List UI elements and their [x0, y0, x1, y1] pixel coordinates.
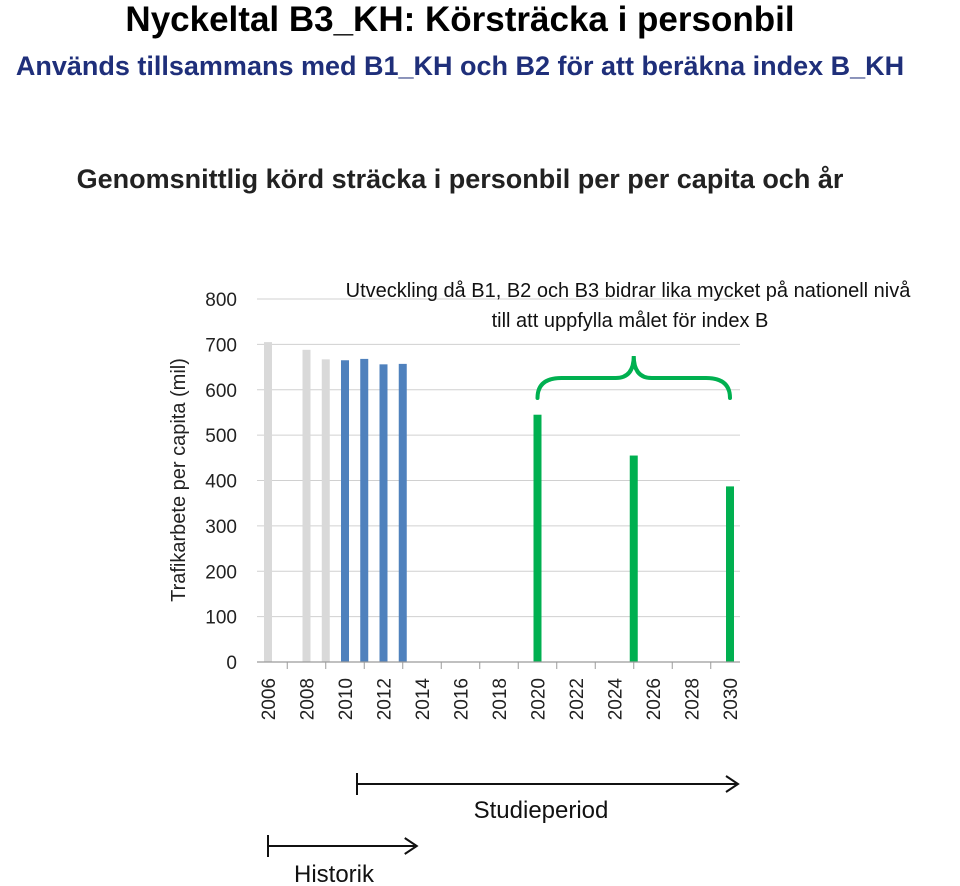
curly-brace	[535, 355, 732, 400]
bar-2025	[629, 455, 638, 662]
bar-2030	[726, 486, 734, 662]
y-tick-200: 200	[205, 562, 237, 583]
y-tick-100: 100	[205, 608, 237, 629]
x-tick-2014: 2014	[413, 678, 434, 721]
period-arrowhead-0	[725, 775, 740, 793]
y-tick-800: 800	[205, 290, 237, 311]
annotation-line-2: till att uppfylla målet för index B	[492, 310, 769, 332]
chart-heading: Genomsnittlig körd sträcka i personbil p…	[76, 164, 844, 194]
y-tick-400: 400	[205, 472, 237, 493]
x-tick-2018: 2018	[490, 678, 511, 720]
x-tick-2020: 2020	[529, 678, 550, 720]
x-tick-2030: 2030	[721, 678, 742, 720]
x-tick-2016: 2016	[452, 678, 473, 720]
bar-2012	[379, 364, 388, 662]
period-arrowhead-1	[404, 837, 419, 855]
x-tick-2024: 2024	[606, 678, 627, 721]
annotation: Utveckling då B1, B2 och B3 bidrar lika …	[346, 280, 912, 400]
y-tick-600: 600	[205, 381, 237, 402]
bar-2009	[321, 359, 330, 662]
x-axis: 2006 2008 2010 2012 2014 2016 2018 2020 2022 2024…	[257, 661, 742, 721]
page-subtitle: Används tillsammans med B1_KH och B2 för…	[15, 51, 905, 81]
bar-2010	[341, 360, 349, 662]
bars	[264, 342, 734, 662]
x-tick-2012: 2012	[375, 678, 396, 720]
x-tick-2010: 2010	[336, 678, 357, 720]
y-tick-300: 300	[205, 517, 237, 538]
y-axis-ticks: 0 100 200 300 400 500 600 700 800	[205, 290, 237, 674]
bar-2008	[302, 349, 311, 662]
bar-2011	[360, 358, 369, 662]
x-tick-2022: 2022	[567, 678, 588, 720]
x-tick-2008: 2008	[298, 678, 319, 720]
grid-lines	[257, 298, 740, 618]
y-tick-0: 0	[226, 653, 237, 674]
bar-2020	[533, 414, 542, 662]
period-arrows: Studieperiod Historik	[267, 773, 740, 886]
period-label-1: Historik	[294, 861, 375, 886]
annotation-line-1: Utveckling då B1, B2 och B3 bidrar lika …	[346, 280, 912, 302]
y-tick-500: 500	[205, 426, 237, 447]
page-title: Nyckeltal B3_KH: Körsträcka i personbil	[125, 0, 795, 39]
bar-2006	[264, 342, 272, 662]
bar-2013	[398, 363, 407, 662]
x-tick-2006: 2006	[259, 678, 280, 720]
y-tick-700: 700	[205, 335, 237, 356]
period-label-0: Studieperiod	[474, 797, 609, 824]
x-tick-2026: 2026	[644, 678, 665, 720]
x-tick-2028: 2028	[683, 678, 704, 720]
y-axis-title: Trafikarbete per capita (mil)	[168, 358, 190, 602]
